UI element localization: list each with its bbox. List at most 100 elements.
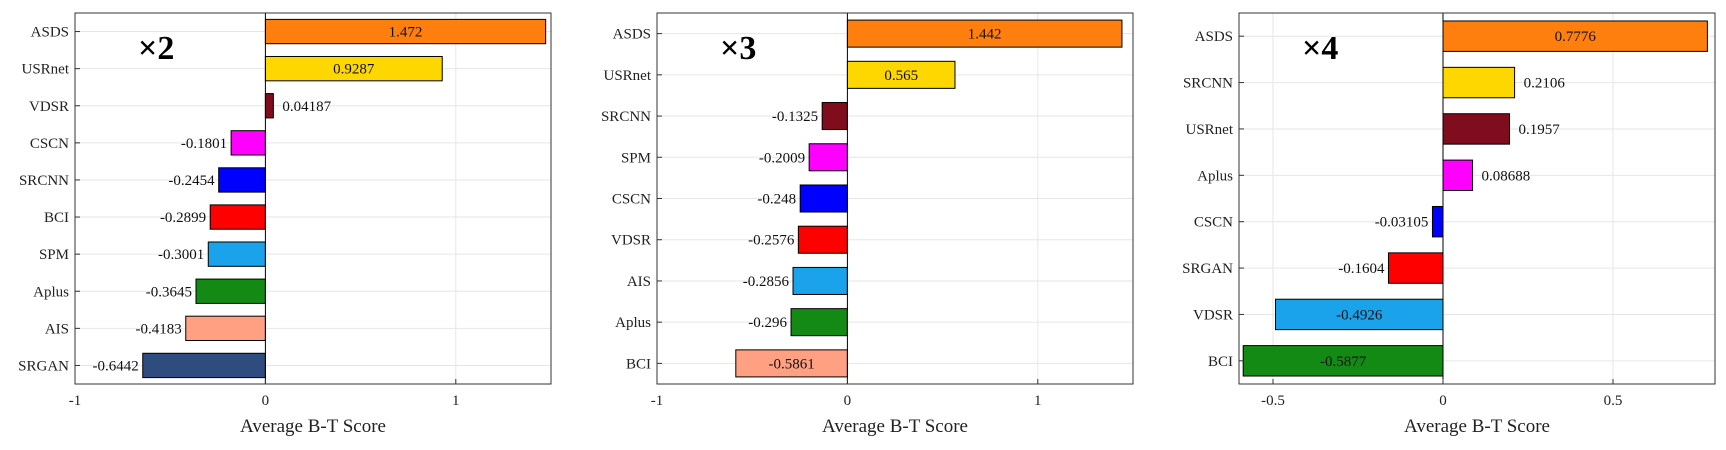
bar-spm: [808, 143, 848, 172]
bar-usrnet: [846, 60, 956, 89]
y-tick-label: ASDS: [1195, 29, 1233, 45]
data-label: -0.3645: [146, 284, 192, 300]
data-label: -0.1604: [1338, 261, 1385, 277]
y-tick-label: Aplus: [33, 284, 69, 300]
y-tick-label: ASDS: [613, 27, 651, 43]
y-tick-label: VDSR: [29, 99, 69, 115]
chart-panel-2: 1.442 0.565 -0.1325 -0.2009 -0.248 -0.2576 -0.…: [601, 12, 1134, 437]
data-label: -0.1325: [772, 109, 818, 125]
data-label: 1.472: [389, 25, 423, 41]
x-tick-label: 0: [262, 393, 270, 409]
scale-title: ×4: [1302, 30, 1338, 67]
data-label: -0.3001: [158, 247, 204, 263]
bar-vdsr: [797, 225, 848, 254]
bar-bci: [735, 349, 848, 378]
y-tick-label: SRCNN: [19, 173, 69, 189]
y-tick-label: SPM: [39, 247, 69, 263]
x-tick-label: 0: [844, 393, 852, 409]
bar-aplus: [1442, 159, 1474, 192]
y-tick-label: BCI: [44, 210, 69, 226]
bar-cscn: [799, 184, 848, 213]
y-tick-label: CSCN: [1194, 215, 1233, 231]
data-label: -0.1801: [181, 136, 227, 152]
data-label: 0.565: [884, 68, 918, 84]
data-label: -0.2856: [743, 274, 790, 290]
y-tick-label: SRCNN: [601, 109, 651, 125]
bar-ais: [792, 266, 848, 295]
data-label: -0.2454: [168, 173, 215, 189]
plot-frame: [74, 12, 552, 385]
plot-frame: [1238, 12, 1716, 385]
y-tick-label: ASDS: [31, 25, 69, 41]
bar-spm: [207, 241, 266, 267]
y-tick-label: BCI: [1208, 354, 1233, 370]
y-tick-label: VDSR: [611, 233, 651, 249]
data-label: -0.4926: [1336, 307, 1383, 323]
data-label: -0.03105: [1375, 215, 1429, 231]
bar-cscn: [1431, 205, 1444, 238]
y-tick-label: VDSR: [1193, 307, 1233, 323]
bar-ais: [185, 315, 266, 342]
y-tick-label: BCI: [626, 356, 651, 372]
y-tick-label: CSCN: [612, 192, 651, 208]
y-tick-label: USRnet: [603, 68, 651, 84]
data-label: 0.08688: [1482, 168, 1531, 184]
x-axis-label: Average B-T Score: [822, 416, 968, 437]
data-label: 0.1957: [1519, 122, 1561, 138]
data-label: -0.248: [757, 192, 796, 208]
data-label: -0.2576: [748, 233, 795, 249]
data-label: -0.2899: [160, 210, 206, 226]
bar-srcnn: [1442, 66, 1516, 99]
data-label: 0.04187: [282, 99, 331, 115]
y-tick-label: AIS: [45, 321, 69, 337]
y-tick-label: SRGAN: [1182, 261, 1233, 277]
data-label: 0.9287: [333, 62, 375, 78]
scale-title: ×3: [720, 30, 756, 67]
x-axis-label: Average B-T Score: [1404, 416, 1550, 437]
bar-srgan: [142, 352, 266, 379]
y-tick-label: Aplus: [1197, 168, 1233, 184]
y-tick-label: USRnet: [21, 62, 69, 78]
y-tick-label: USRnet: [1185, 122, 1233, 138]
y-tick-label: CSCN: [30, 136, 69, 152]
x-tick-label: -0.5: [1261, 393, 1285, 409]
chart-panel-3: 0.7776 0.2106 0.1957 0.08688 -0.03105 -0.1604…: [1182, 12, 1716, 437]
data-label: -0.6442: [92, 358, 138, 374]
x-tick-label: 1: [452, 393, 460, 409]
y-tick-label: SRCNN: [1183, 76, 1233, 92]
bar-srcnn: [821, 102, 848, 131]
bar-usrnet: [1442, 113, 1511, 145]
bar-srgan: [1387, 252, 1444, 284]
chart-panel-1: 1.472 0.9287 0.04187 -0.1801 -0.2454 -0.2899 -…: [18, 12, 552, 437]
x-tick-label: 0: [1439, 393, 1447, 409]
data-label: 0.7776: [1555, 29, 1597, 45]
x-tick-label: -1: [651, 393, 664, 409]
bar-srcnn: [218, 167, 266, 193]
bar-aplus: [790, 308, 848, 337]
data-label: -0.2009: [759, 150, 805, 166]
data-label: -0.4183: [136, 321, 182, 337]
y-tick-label: Aplus: [615, 315, 651, 331]
x-tick-label: -1: [69, 393, 82, 409]
bar-vdsr: [264, 93, 274, 119]
y-tick-label: SRGAN: [18, 358, 69, 374]
scale-title: ×2: [138, 30, 174, 67]
bar-aplus: [195, 278, 266, 304]
bar-usrnet: [264, 55, 443, 82]
bar-bci: [1242, 345, 1444, 377]
bar-cscn: [230, 130, 266, 156]
x-tick-label: 1: [1034, 393, 1042, 409]
data-label: -0.5877: [1320, 354, 1367, 370]
data-label: -0.296: [748, 315, 787, 331]
data-label: -0.5861: [768, 356, 814, 372]
data-label: 0.2106: [1524, 76, 1566, 92]
y-tick-label: AIS: [627, 274, 651, 290]
bar-bci: [209, 204, 266, 230]
bar-asds: [264, 18, 547, 45]
y-tick-label: SPM: [621, 150, 651, 166]
bar-vdsr: [1275, 298, 1444, 331]
x-tick-label: 0.5: [1604, 393, 1623, 409]
x-axis-label: Average B-T Score: [240, 416, 386, 437]
